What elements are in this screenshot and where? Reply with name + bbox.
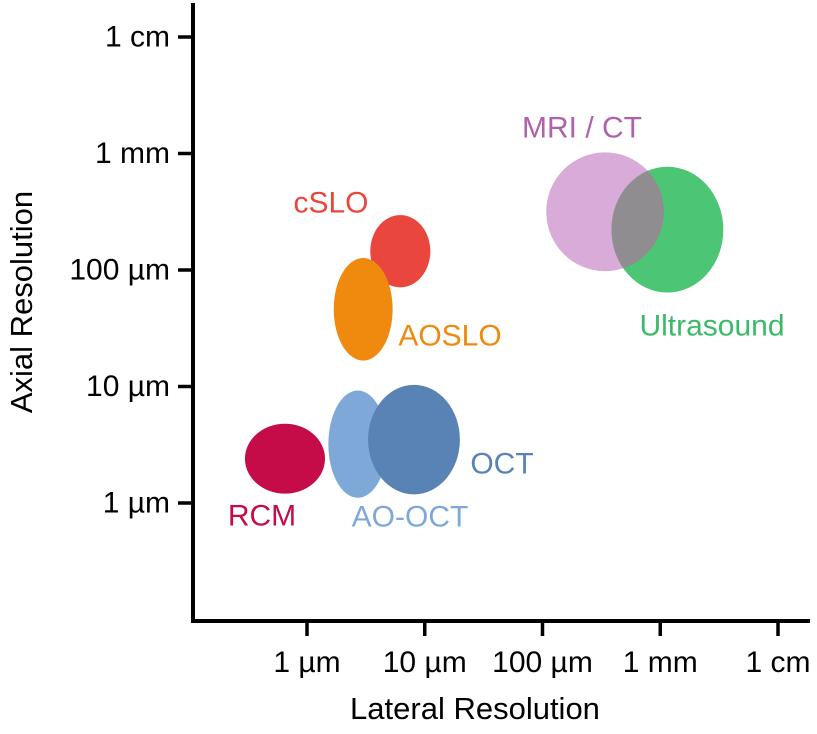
x-tick-label-2: 100 µm	[492, 646, 593, 679]
bubble-label-aoslo: AOSLO	[398, 320, 501, 353]
bubble-cslo	[370, 215, 431, 288]
bubble-label-ao-oct: AO-OCT	[352, 501, 469, 534]
x-tick-label-3: 1 mm	[623, 646, 698, 679]
y-tick-label-3: 10 µm	[86, 370, 170, 403]
x-tick-label-1: 10 µm	[383, 646, 467, 679]
bubble-rcm	[244, 423, 326, 494]
y-axis-title: Axial Resolution	[4, 191, 39, 413]
y-tick-label-4: 1 µm	[103, 487, 170, 520]
x-tick-label-0: 1 µm	[273, 646, 340, 679]
bubble-aoslo	[333, 258, 393, 361]
bubbles-layer	[244, 152, 724, 498]
ticks-layer: 1 cm 1 mm 100 µm 10 µm 1 µm 1 µm 10 µm 100 µm 1 …	[69, 21, 810, 680]
y-tick-label-2: 100 µm	[69, 254, 170, 287]
bubble-label-mri-ct: MRI / CT	[522, 112, 642, 145]
y-tick-label-0: 1 cm	[105, 21, 170, 54]
bubble-label-ultrasound: Ultrasound	[639, 310, 784, 343]
bubble-label-oct: OCT	[470, 448, 533, 481]
x-tick-label-4: 1 cm	[745, 646, 810, 679]
bubble-label-cslo: cSLO	[293, 187, 368, 220]
x-axis-title: Lateral Resolution	[350, 691, 600, 726]
bubble-overlap-region	[611, 166, 664, 272]
bubble-label-rcm: RCM	[228, 500, 296, 533]
bubble-oct	[368, 384, 460, 495]
y-tick-label-1: 1 mm	[95, 137, 170, 170]
